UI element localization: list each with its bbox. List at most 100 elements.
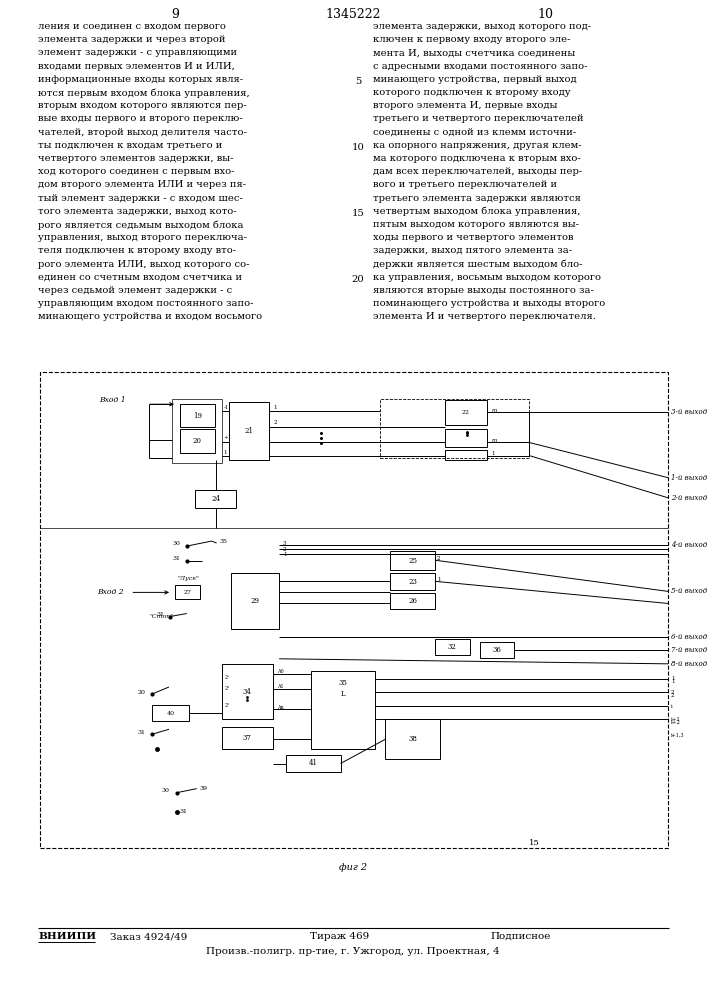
Text: 30: 30 [162,788,170,793]
Text: L: L [341,690,346,698]
Text: 5: 5 [355,77,361,86]
Text: 1: 1 [671,676,674,681]
Text: минающего устройства, первый выход: минающего устройства, первый выход [373,75,577,84]
Text: m: m [491,438,496,443]
Text: 2¹: 2¹ [225,686,230,691]
Text: 8-й выход: 8-й выход [671,660,707,668]
Text: того элемента задержки, выход кото-: того элемента задержки, выход кото- [38,207,237,216]
Text: 1: 1 [273,405,276,410]
Text: 37: 37 [243,734,252,742]
Text: управляющим входом постоянного запо-: управляющим входом постоянного запо- [38,299,254,308]
Text: поминающего устройства и выходы второго: поминающего устройства и выходы второго [373,299,605,308]
Bar [311,671,375,749]
Text: рого является седьмым выходом блока: рого является седьмым выходом блока [38,220,243,230]
Text: 5-й выход: 5-й выход [671,587,707,595]
Bar [445,400,487,425]
Text: A1: A1 [277,684,284,689]
Text: ходы первого и четвертого элементов: ходы первого и четвертого элементов [373,233,573,242]
Text: 27: 27 [183,590,192,595]
Bar [479,642,514,658]
Text: входами первых элементов И и ИЛИ,: входами первых элементов И и ИЛИ, [38,62,235,71]
Text: 32: 32 [448,643,457,651]
Text: задержки, выход пятого элемента за-: задержки, выход пятого элемента за- [373,246,572,255]
Text: элемента задержки, выход которого под-: элемента задержки, выход которого под- [373,22,591,31]
Bar [435,639,469,655]
Bar [380,399,529,458]
Text: 35: 35 [339,679,348,687]
Bar [172,399,221,463]
Text: 2: 2 [283,547,286,552]
Text: Вход 2: Вход 2 [97,588,124,596]
Text: вторым входом которого являются пер-: вторым входом которого являются пер- [38,101,247,110]
Text: мента И, выходы счетчика соединены: мента И, выходы счетчика соединены [373,48,575,57]
Text: которого подключен к второму входу: которого подключен к второму входу [373,88,571,97]
Text: 15: 15 [529,839,539,847]
Text: 9: 9 [171,8,179,21]
Text: ка управления, восьмым выходом которого: ка управления, восьмым выходом которого [373,273,601,282]
Bar [40,372,668,848]
Bar [230,402,269,460]
Text: информационные входы которых явля-: информационные входы которых явля- [38,75,243,84]
Text: 20: 20 [137,690,145,695]
Text: 1-й выход: 1-й выход [671,474,707,482]
Text: управления, выход второго переключа-: управления, выход второго переключа- [38,233,247,242]
Text: 2: 2 [671,693,674,698]
Bar [390,551,435,570]
Text: 21: 21 [245,427,254,435]
Text: через седьмой элемент задержки - с: через седьмой элемент задержки - с [38,286,233,295]
Text: второго элемента И, первые входы: второго элемента И, первые входы [373,101,557,110]
Text: элемент задержки - с управляющими: элемент задержки - с управляющими [38,48,237,57]
Bar [221,664,273,719]
Text: 26: 26 [408,597,417,605]
Text: i: i [671,704,673,709]
Text: 15: 15 [351,209,364,218]
Text: Подписное: Подписное [490,932,550,941]
Text: вые входы первого и второго переклю-: вые входы первого и второго переклю- [38,114,243,123]
Text: третьего и четвертого переключателей: третьего и четвертого переключателей [373,114,583,123]
Text: 25: 25 [408,557,417,565]
Text: 6-й выход: 6-й выход [671,633,707,641]
Text: дам всех переключателей, выходы пер-: дам всех переключателей, выходы пер- [373,167,583,176]
Text: Произв.-полигр. пр-тие, г. Ужгород, ул. Проектная, 4: Произв.-полигр. пр-тие, г. Ужгород, ул. … [206,947,500,956]
Text: 31: 31 [180,809,188,814]
Text: 2⁰: 2⁰ [225,703,230,708]
Bar [390,593,435,609]
Text: 3: 3 [283,541,286,546]
Text: 10: 10 [537,8,553,21]
Bar [445,450,487,460]
Text: 30: 30 [173,541,181,546]
Text: 24: 24 [211,495,220,503]
Text: являются вторые выходы постоянного за-: являются вторые выходы постоянного за- [373,286,594,295]
Text: ления и соединен с входом первого: ления и соединен с входом первого [38,22,226,31]
Text: Тираж 469: Тираж 469 [310,932,369,941]
Text: 38: 38 [408,735,417,743]
Text: теля подключен к второму входу вто-: теля подключен к второму входу вто- [38,246,236,255]
Text: ВНИИПИ: ВНИИПИ [38,932,96,941]
Text: рого элемента ИЛИ, выход которого со-: рого элемента ИЛИ, выход которого со- [38,260,250,269]
Text: 4-й выход: 4-й выход [671,541,707,549]
Text: ты подключен к входам третьего и: ты подключен к входам третьего и [38,141,223,150]
Text: i+2: i+2 [671,720,681,725]
Text: -1: -1 [223,405,229,410]
Text: 29: 29 [251,597,259,605]
Text: ключен к первому входу второго эле-: ключен к первому входу второго эле- [373,35,571,44]
Text: держки является шестым выходом бло-: держки является шестым выходом бло- [373,260,583,269]
Text: 7-й выход: 7-й выход [671,646,707,654]
Text: 31: 31 [137,730,145,735]
Text: 41: 41 [309,759,318,767]
Text: A0: A0 [277,669,284,674]
Text: m: m [491,408,496,413]
Text: минающего устройства и входом восьмого: минающего устройства и входом восьмого [38,312,262,321]
Text: i+1: i+1 [671,717,681,722]
Text: дом второго элемента ИЛИ и через пя-: дом второго элемента ИЛИ и через пя- [38,180,246,189]
Text: 39: 39 [200,786,208,791]
Bar [445,429,487,447]
Bar [385,719,440,759]
Text: пятым выходом которого являются вы-: пятым выходом которого являются вы- [373,220,579,229]
Bar [286,755,341,772]
Text: элемента И и четвертого переключателя.: элемента И и четвертого переключателя. [373,312,596,321]
Text: 10: 10 [351,143,364,152]
Text: 2ⁿ: 2ⁿ [225,675,230,680]
Text: 3-й выход: 3-й выход [671,408,707,416]
Text: элемента задержки и через второй: элемента задержки и через второй [38,35,226,44]
